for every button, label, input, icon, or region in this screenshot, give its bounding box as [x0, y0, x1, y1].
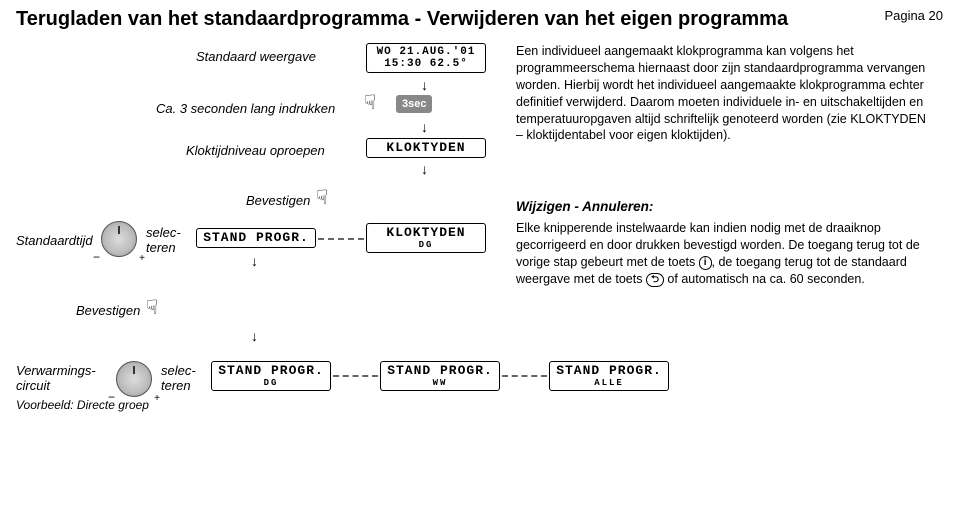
dash-connector: [502, 375, 547, 377]
label-bevestigen-2: Bevestigen: [76, 303, 140, 318]
dash-connector: [333, 375, 378, 377]
paragraph-main: Een individueel aangemaakt klokprogramma…: [516, 43, 936, 152]
dial-select-2[interactable]: + −: [116, 361, 152, 402]
label-standaardtijd: Standaardtijd: [16, 233, 93, 248]
arrow-down-icon: ↓: [251, 328, 258, 344]
label-verwarmingscircuit: Verwarmings- circuit: [16, 363, 96, 393]
lcd-top-line1: WO 21.AUG.'01: [373, 46, 479, 58]
label-bevestigen-1: Bevestigen: [246, 193, 310, 208]
page-title: Terugladen van het standaardprogramma - …: [16, 8, 788, 31]
lcd-sub-ww: WW: [387, 378, 493, 388]
lcd-stand-progr-1: STAND PROGR.: [196, 228, 316, 248]
hand-press-icon: ☟: [146, 298, 176, 322]
label-selecteren-2: selec- teren: [161, 363, 196, 393]
arrow-down-icon: ↓: [421, 77, 428, 93]
label-3sec: Ca. 3 seconden lang indrukken: [156, 101, 335, 116]
lcd-text: STAND PROGR.: [556, 364, 662, 378]
label-kloktijdniveau: Kloktijdniveau oproepen: [186, 143, 325, 158]
lcd-sub-dg-2: DG: [218, 378, 324, 388]
heading-wijzigen: Wijzigen - Annuleren:: [516, 198, 936, 216]
lcd-top-line2: 15:30 62.5°: [373, 58, 479, 70]
lcd-sub-alle: ALLE: [556, 378, 662, 388]
page-number: Pagina 20: [884, 8, 943, 23]
arrow-down-icon: ↓: [251, 253, 258, 269]
back-button-icon: ⮌: [646, 273, 664, 287]
info-button-icon: i: [699, 256, 712, 270]
badge-3sec: 3sec: [396, 95, 432, 113]
lcd-stand-progr-ww: STAND PROGR. WW: [380, 361, 500, 391]
minus-icon: −: [93, 250, 100, 264]
text-p2: Elke knipperende instelwaarde kan indien…: [516, 220, 936, 288]
minus-icon: −: [108, 390, 115, 404]
arrow-down-icon: ↓: [421, 161, 428, 177]
label-standaard-weergave: Standaard weergave: [196, 49, 316, 64]
hand-press-icon: ☟: [316, 188, 346, 212]
lcd-stand-progr-alle: STAND PROGR. ALLE: [549, 361, 669, 391]
dash-connector: [318, 238, 364, 240]
lcd-kloktyden: KLOKTYDEN: [366, 138, 486, 158]
lcd-kloktyden-dg: KLOKTYDEN DG: [366, 223, 486, 253]
text-p1: Een individueel aangemaakt klokprogramma…: [516, 43, 936, 144]
hand-press-icon: ☟: [364, 93, 394, 117]
arrow-down-icon: ↓: [421, 119, 428, 135]
lcd-text: STAND PROGR.: [387, 364, 493, 378]
paragraph-wijzigen: Wijzigen - Annuleren: Elke knipperende i…: [516, 198, 936, 296]
plus-icon: +: [139, 253, 145, 264]
lcd-stand-progr-dg: STAND PROGR. DG: [211, 361, 331, 391]
plus-icon: +: [154, 393, 160, 404]
lcd-text: STAND PROGR.: [218, 364, 324, 378]
lcd-kloktyden-2: KLOKTYDEN: [373, 226, 479, 240]
lcd-sub-dg: DG: [373, 240, 479, 250]
lcd-display-top: WO 21.AUG.'01 15:30 62.5°: [366, 43, 486, 73]
dial-select-1[interactable]: + −: [101, 221, 137, 262]
label-selecteren-1: selec- teren: [146, 225, 181, 255]
